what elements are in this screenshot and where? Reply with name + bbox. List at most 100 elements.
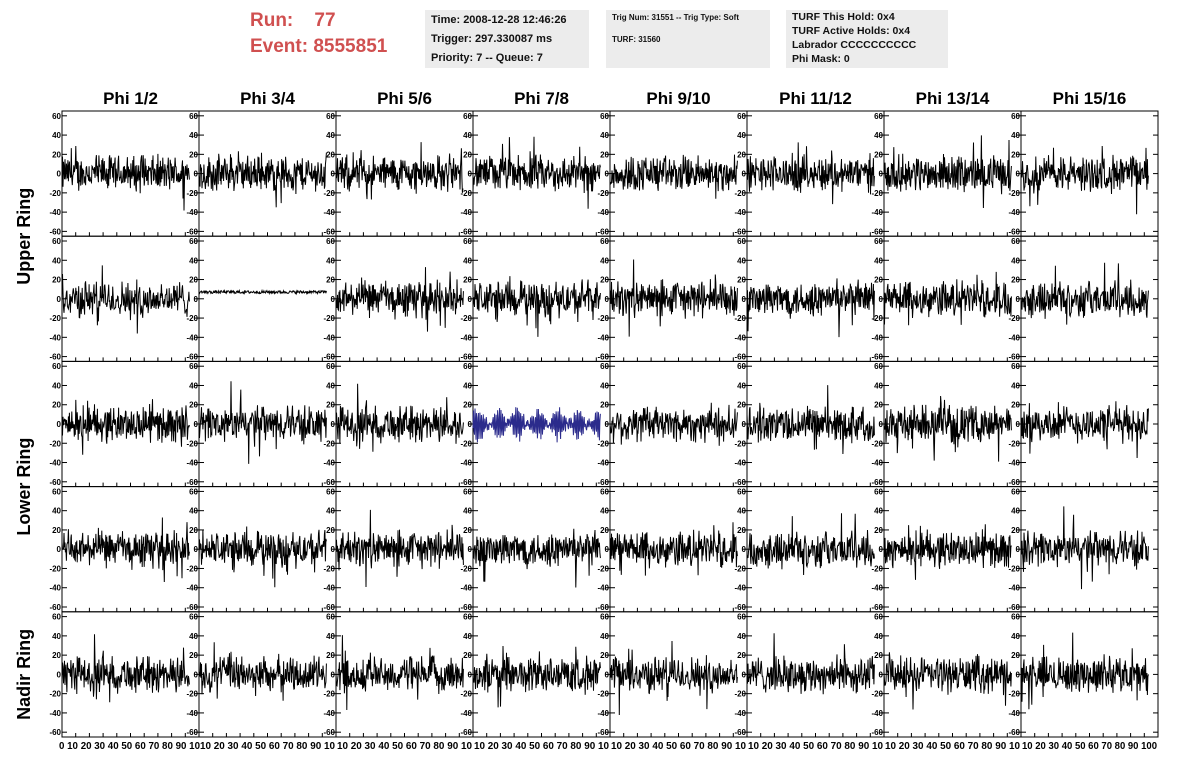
waveform-panel: -60 -40 -20 0 20 40 60: [186, 110, 337, 237]
waveform-panel: -60 -40 -20 0 20 40 60: [323, 110, 474, 237]
y-tick-label: 60: [737, 112, 746, 121]
y-tick-label: 60: [326, 237, 335, 246]
y-tick-label: 20: [326, 651, 335, 660]
y-tick-label: 0: [468, 670, 473, 679]
y-tick-label: -40: [1008, 584, 1020, 593]
waveform-panel: -60 -40 -20 0 20 40 60: [186, 235, 337, 362]
y-tick-label: 60: [463, 487, 472, 496]
waveform-panel: -60 -40 -20 0 20 40 60: [49, 360, 200, 488]
y-tick-label: -40: [871, 584, 883, 593]
y-tick-label: 0: [194, 295, 199, 304]
y-tick-label: 60: [189, 613, 198, 622]
y-tick-label: 60: [737, 613, 746, 622]
y-tick-label: 40: [737, 632, 746, 641]
y-tick-label: 20: [52, 526, 61, 535]
y-tick-label: -60: [871, 728, 883, 737]
y-tick-label: 0: [742, 420, 747, 429]
column-header: Phi 7/8: [514, 89, 569, 108]
y-tick-label: 0: [1016, 545, 1021, 554]
y-tick-label: -40: [186, 459, 198, 468]
trace: [335, 142, 464, 200]
y-tick-label: -20: [186, 314, 198, 323]
y-tick-label: -40: [460, 459, 472, 468]
waveform-panel: -60 -40 -20 0 20 40 60: [186, 486, 337, 613]
y-tick-label: -60: [323, 227, 335, 236]
y-tick-label: 60: [463, 237, 472, 246]
time-trigger-panel: Time: 2008-12-28 12:46:26 Trigger: 297.3…: [425, 10, 589, 68]
y-tick-label: -60: [597, 353, 609, 362]
trace: [61, 634, 190, 703]
y-tick-label: 60: [1011, 613, 1020, 622]
y-tick-label: -60: [186, 603, 198, 612]
y-tick-label: 0: [57, 670, 62, 679]
y-tick-label: 40: [874, 381, 883, 390]
waveform-panel: -60 -40 -20 0 20 40 60: [323, 611, 474, 738]
column-header: Phi 11/12: [779, 89, 852, 108]
y-tick-label: -40: [597, 208, 609, 217]
y-tick-label: 40: [1011, 381, 1020, 390]
y-tick-label: 60: [874, 362, 883, 371]
y-tick-label: -40: [49, 459, 61, 468]
y-tick-label: 20: [463, 401, 472, 410]
y-tick-label: 40: [463, 256, 472, 265]
y-tick-label: 40: [52, 632, 61, 641]
y-tick-label: 40: [600, 381, 609, 390]
column-header: Phi 15/16: [1053, 89, 1127, 108]
y-tick-label: -20: [186, 439, 198, 448]
y-tick-label: -20: [734, 189, 746, 198]
turf-line: TURF: 31560: [612, 35, 661, 44]
y-tick-label: 40: [52, 507, 61, 516]
y-tick-label: 60: [874, 237, 883, 246]
row-label: Lower Ring: [14, 438, 34, 536]
y-tick-label: 60: [189, 362, 198, 371]
y-tick-label: 0: [331, 670, 336, 679]
y-tick-label: 40: [737, 507, 746, 516]
y-tick-label: 0: [605, 545, 610, 554]
column-header: Phi 13/14: [916, 89, 990, 108]
panel-frame: [198, 235, 337, 362]
y-tick-label: 0: [57, 420, 62, 429]
trace: [609, 259, 738, 337]
x-tick-labels: 10 20 30 40 50 60 70 80 90 10: [885, 741, 1020, 752]
y-tick-label: 20: [874, 276, 883, 285]
y-tick-label: -60: [1008, 353, 1020, 362]
y-tick-label: -20: [49, 439, 61, 448]
trace: [198, 642, 327, 701]
trace: [472, 276, 601, 337]
y-tick-label: -20: [734, 564, 746, 573]
y-tick-label: 40: [737, 131, 746, 140]
x-tick-labels: 10 20 30 40 50 60 70 80 90 100: [1022, 741, 1157, 752]
y-tick-label: 40: [189, 632, 198, 641]
waveform-panel: -60 -40 -20 0 20 40 60: [323, 360, 474, 488]
trace: [1020, 401, 1149, 459]
trace: [335, 635, 464, 711]
waveform-panel: -60 -40 -20 0 20 40 60: [597, 486, 748, 613]
y-tick-label: -60: [49, 728, 61, 737]
y-tick-label: -40: [186, 584, 198, 593]
x-tick-labels: 10 20 30 40 50 60 70 80 90 10: [611, 741, 746, 752]
y-tick-label: 60: [1011, 362, 1020, 371]
y-tick-label: -60: [871, 478, 883, 487]
waveform-panel: -60 -40 -20 0 20 40 60: [734, 611, 885, 738]
y-tick-label: -60: [460, 728, 472, 737]
y-tick-label: -40: [597, 333, 609, 342]
y-tick-label: -20: [323, 189, 335, 198]
y-tick-label: 0: [879, 295, 884, 304]
y-tick-label: -60: [460, 353, 472, 362]
y-tick-label: -40: [1008, 208, 1020, 217]
y-tick-label: 0: [879, 420, 884, 429]
y-tick-label: 20: [463, 276, 472, 285]
y-tick-label: 40: [600, 632, 609, 641]
y-tick-label: -60: [597, 603, 609, 612]
y-tick-label: -20: [1008, 690, 1020, 699]
y-tick-label: 60: [737, 237, 746, 246]
highlighted-trace: [472, 407, 601, 443]
x-tick-labels: 10 20 30 40 50 60 70 80 90 10: [748, 741, 883, 752]
y-tick-label: 60: [463, 362, 472, 371]
waveform-panel: -60 -40 -20 0 20 40 60: [734, 486, 885, 613]
trace: [746, 278, 875, 338]
y-tick-label: -40: [323, 709, 335, 718]
waveform-panel: -60 -40 -20 0 20 40 60: [597, 110, 748, 237]
y-tick-label: 60: [463, 613, 472, 622]
y-tick-label: 40: [52, 256, 61, 265]
